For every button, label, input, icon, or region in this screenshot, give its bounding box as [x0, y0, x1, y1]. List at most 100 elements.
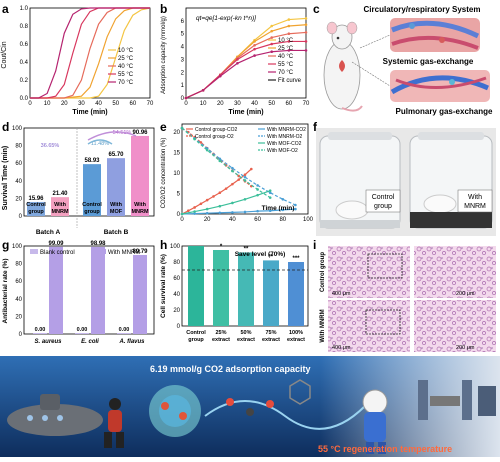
panel-label-d: d [2, 120, 10, 134]
panel-d-pct-a: 36.65% [41, 143, 60, 149]
panel-e-point-1-10 [237, 178, 240, 181]
panel-d-barlabel2-2: MNRM [51, 209, 69, 215]
panel-h-ytick: 100 [170, 244, 181, 250]
panel-e-legend-label: With MNRM-O2 [267, 134, 302, 140]
panel-b-point-4-7 [287, 40, 291, 43]
panel-e-point-6-4 [218, 159, 222, 163]
panel-b-point-2-8 [304, 23, 308, 27]
panel-e-point-1-4 [199, 202, 203, 206]
panel-g-bar-mnrm-1 [49, 246, 63, 334]
panel-g-ytick: 100 [12, 244, 23, 250]
panel-d-ylabel: Survival Time (min) [2, 146, 9, 210]
panel-e-point-6-1 [180, 126, 184, 130]
panel-i-scale-1: 400 μm [332, 291, 351, 297]
panel-h-cat2-5: extract [287, 337, 305, 343]
panel-h-cat2-4: extract [262, 337, 280, 343]
panel-d-pct-b2: 54.51% [113, 130, 132, 136]
panel-e-point-5-1 [180, 212, 184, 216]
panel-d-ytick: 0 [19, 214, 23, 220]
panel-d-pct-b1: 11.48% [91, 141, 109, 147]
panel-e-legend-label: Control group-CO2 [195, 127, 237, 133]
panel-e-point-1-12 [250, 167, 253, 171]
panel-d-value-1: 15.96 [28, 196, 44, 202]
panel-d-value-5: 90.96 [132, 130, 148, 136]
panel-h-save-level: Save level (70%) [235, 251, 286, 258]
panel-g-ytick: 80 [15, 262, 22, 268]
panel-a-xlabel: Time (min) [72, 109, 107, 116]
panel-c-title: Circulatory/respiratory System [364, 5, 481, 14]
panel-e-point-5-4 [218, 204, 222, 208]
panel-b-point-5-8 [304, 49, 308, 52]
panel-d-value-3: 58.93 [84, 158, 100, 164]
panel-e-chart: 0 20 40 60 80 100 0 5 10 15 20 CO2/O2 concentratio… [161, 123, 313, 223]
panel-b-ytick: 5 [181, 32, 185, 38]
panel-label-c: c [313, 2, 320, 16]
panel-b-xlabel: Time (min) [228, 109, 263, 116]
panel-b-series-5 [185, 49, 306, 99]
panel-b-legend-label: 70 °C [278, 70, 294, 76]
panel-b-point-4-8 [304, 40, 308, 43]
panel-e-point-3-4 [218, 211, 222, 215]
panel-e-ytick: 10 [173, 171, 180, 177]
panel-b-point-4-4 [236, 58, 239, 61]
panel-e-point-1-9 [231, 182, 234, 186]
panel-g-mnrm-value-3: 89.79 [132, 249, 148, 255]
panel-d-batch-a: Batch A [36, 229, 61, 236]
panel-j-text-capacity: 6.19 mmol/g CO2 adsorption capacity [150, 364, 311, 374]
panel-b-point-2-6 [270, 29, 274, 33]
panel-h-ylabel: Cell survival rate (%) [160, 254, 167, 318]
panel-e-point-4-4 [218, 157, 222, 161]
panel-e-point-4-9 [281, 197, 285, 201]
panel-h-cat1-1: Control [186, 330, 206, 336]
panel-e-point-5-6 [243, 197, 247, 201]
panel-b-legend-label: 10 °C [278, 38, 294, 44]
panel-h-cat1-4: 75% [265, 330, 276, 336]
panel-b-point-4-6 [270, 42, 274, 46]
panel-d-value-4: 65.70 [108, 152, 124, 158]
panel-d-barlabel1-1: Control [26, 202, 46, 208]
panel-a-xtick: 50 [112, 101, 119, 107]
panel-b-ytick: 6 [181, 19, 185, 25]
panel-g-ylabel: Antibacterial rate (%) [2, 258, 9, 323]
histology-control-high [414, 246, 496, 298]
panel-e-point-3-5 [231, 211, 234, 214]
panel-g-category-2: E. coli [81, 339, 99, 345]
panel-g-legend-blank: Blank control [40, 250, 75, 256]
panel-b-xtick: 70 [303, 101, 310, 107]
panel-e-point-1-3 [193, 206, 196, 209]
panel-d-ytick: 20 [15, 196, 22, 202]
panel-b-point-1-8 [304, 17, 308, 20]
panel-e-point-6-5 [231, 169, 234, 173]
panel-h-bar-1 [188, 246, 204, 326]
panel-e-ylabel: CO2/O2 concentration (%) [161, 138, 167, 209]
panel-e-point-4-5 [231, 166, 234, 170]
panel-e-ytick: 20 [173, 130, 180, 136]
panel-d-barlabel2-1: group [28, 209, 44, 215]
panel-e-xlabel: Time (min) [262, 205, 295, 212]
panel-b-point-5-7 [287, 49, 291, 52]
panel-f-label-control-2: group [374, 203, 392, 210]
panel-d-bar-4 [107, 158, 125, 216]
space-station-icon [418, 380, 496, 420]
panel-e-point-5-3 [205, 207, 209, 211]
panel-a-ytick: 1.0 [20, 6, 29, 12]
panel-b-point-3-7 [287, 32, 291, 36]
control-jar [319, 132, 401, 229]
panel-a-ylabel: Cout/Cin [1, 41, 8, 68]
panel-e-point-5-5 [231, 201, 234, 205]
panel-d-bar-2 [51, 197, 69, 216]
panel-a-xtick: 20 [61, 101, 68, 107]
panel-g-blank-value-3: 0.00 [119, 327, 130, 333]
panel-b-point-5-6 [270, 50, 274, 54]
panel-e-ytick: 15 [173, 151, 180, 157]
panel-b-point-5-5 [253, 54, 256, 57]
panel-h-bar-4 [263, 260, 279, 326]
submarine-icon [7, 394, 103, 436]
panel-e-ytick: 0 [177, 212, 181, 218]
panel-g-legend-swatch-blank [30, 249, 38, 254]
panel-h-ytick: 60 [173, 276, 180, 282]
panel-i-scale-2: 200 μm [456, 291, 475, 297]
panel-g-ytick: 0 [19, 332, 23, 338]
panel-h-star-3: ** [244, 246, 249, 252]
